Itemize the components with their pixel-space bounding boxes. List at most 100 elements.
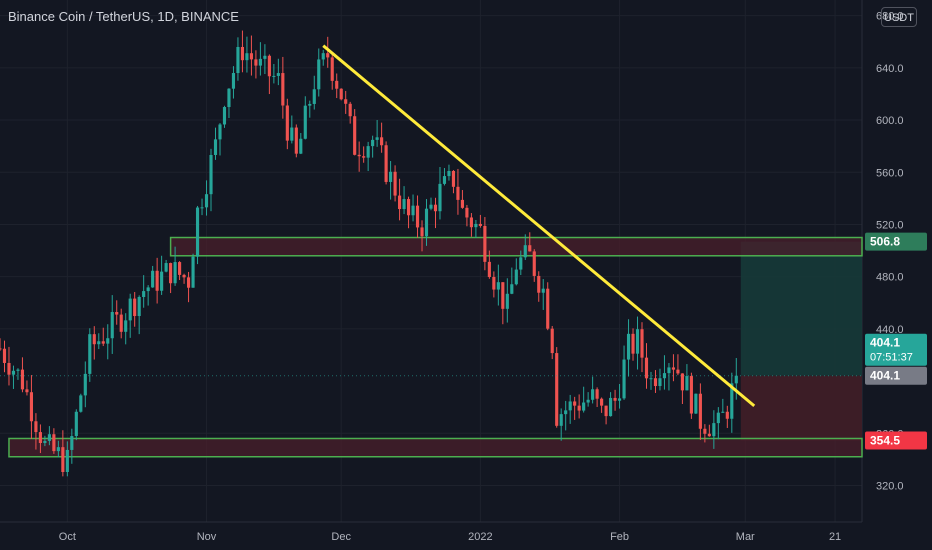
candle-body (703, 428, 707, 434)
candle-body (115, 312, 119, 315)
candle-body (393, 171, 397, 196)
candle-body (227, 88, 231, 108)
candle-body (204, 194, 209, 208)
candle-body (523, 245, 527, 258)
y-tick-label: 440.0 (876, 324, 904, 336)
candle-body (34, 421, 38, 433)
candle-body (240, 46, 245, 61)
candle-body (285, 105, 289, 141)
candle-body (362, 156, 366, 158)
candle-body (70, 436, 74, 450)
candle-body (514, 269, 518, 285)
candle-body (389, 171, 393, 182)
candle-body (644, 357, 649, 379)
candle-body (83, 373, 87, 396)
candle-body (303, 105, 307, 139)
candle-body (2, 348, 7, 363)
candle-body (61, 447, 65, 473)
candle-body (74, 411, 78, 437)
stop-price-label: 354.5 (870, 433, 900, 447)
candle-body (56, 447, 60, 452)
candle-body (222, 107, 227, 125)
candle-body (92, 334, 96, 345)
candle-body (698, 393, 702, 429)
candle-body (357, 154, 361, 157)
candle-body (11, 370, 16, 375)
candle-body (604, 405, 608, 417)
candle-body (344, 99, 348, 104)
candle-body (97, 341, 101, 345)
candle-body (16, 369, 20, 371)
candle-body (429, 204, 433, 209)
candle-body (438, 183, 442, 212)
position-target-area (740, 241, 862, 376)
candle-body (182, 274, 186, 278)
candle-body (411, 205, 415, 216)
candle-body (465, 207, 469, 218)
x-tick-label: Nov (197, 531, 217, 543)
candle-body (689, 376, 693, 414)
candle-body (559, 414, 563, 426)
candle-body (707, 433, 711, 437)
candle-body (79, 395, 83, 412)
x-tick-label: Oct (59, 531, 76, 543)
candle-body (231, 73, 236, 89)
candle-body (0, 348, 2, 350)
candle-body (456, 186, 460, 200)
candle-body (47, 434, 51, 441)
candle-body (649, 378, 653, 380)
candle-body (685, 376, 689, 391)
candle-body (460, 199, 464, 208)
candle-body (164, 263, 168, 272)
currency-selector-button[interactable]: USDT (881, 7, 917, 27)
target-price-label-box (865, 232, 927, 251)
candle-body (294, 127, 298, 154)
candle-body (415, 205, 420, 228)
candle-body (276, 73, 280, 76)
candle-body (573, 401, 577, 406)
candle-body (496, 282, 500, 290)
candle-body (451, 170, 456, 187)
candle-body (348, 103, 352, 117)
candle-body (43, 440, 47, 443)
x-tick-label: 2022 (468, 531, 492, 543)
candle-body (209, 154, 213, 195)
y-tick-label: 600.0 (876, 115, 904, 127)
candle-body (501, 282, 505, 309)
candle-body (510, 284, 514, 294)
candle-body (617, 398, 622, 401)
candle-body (505, 293, 509, 309)
candle-body (730, 383, 734, 419)
candle-body (478, 223, 482, 226)
candle-body (317, 59, 321, 90)
bar-countdown-label: 07:51:37 (870, 352, 913, 364)
candle-body (474, 223, 478, 228)
candle-body (640, 329, 644, 358)
candle-body (442, 176, 447, 184)
candle-body (398, 195, 402, 210)
candle-body (694, 393, 698, 414)
candle-body (155, 270, 159, 291)
candle-body (546, 288, 550, 329)
candle-body (712, 423, 716, 437)
y-tick-label: 480.0 (876, 272, 904, 284)
candle-body (186, 277, 191, 288)
candle-body (487, 261, 491, 277)
candle-body (195, 207, 200, 257)
candle-body (218, 124, 222, 140)
candle-body (555, 353, 559, 426)
candle-body (128, 298, 132, 321)
candle-body (110, 312, 114, 339)
candle-body (321, 53, 325, 60)
candle-body (308, 103, 312, 106)
candle-body (626, 333, 631, 360)
candle-body (541, 288, 545, 293)
candle-body (492, 276, 496, 290)
descending-trendline[interactable] (322, 44, 756, 408)
candle-body (200, 207, 204, 209)
candle-body (88, 334, 92, 374)
candle-body (335, 80, 339, 89)
x-tick-label: Dec (331, 531, 351, 543)
candle-body (7, 362, 11, 375)
